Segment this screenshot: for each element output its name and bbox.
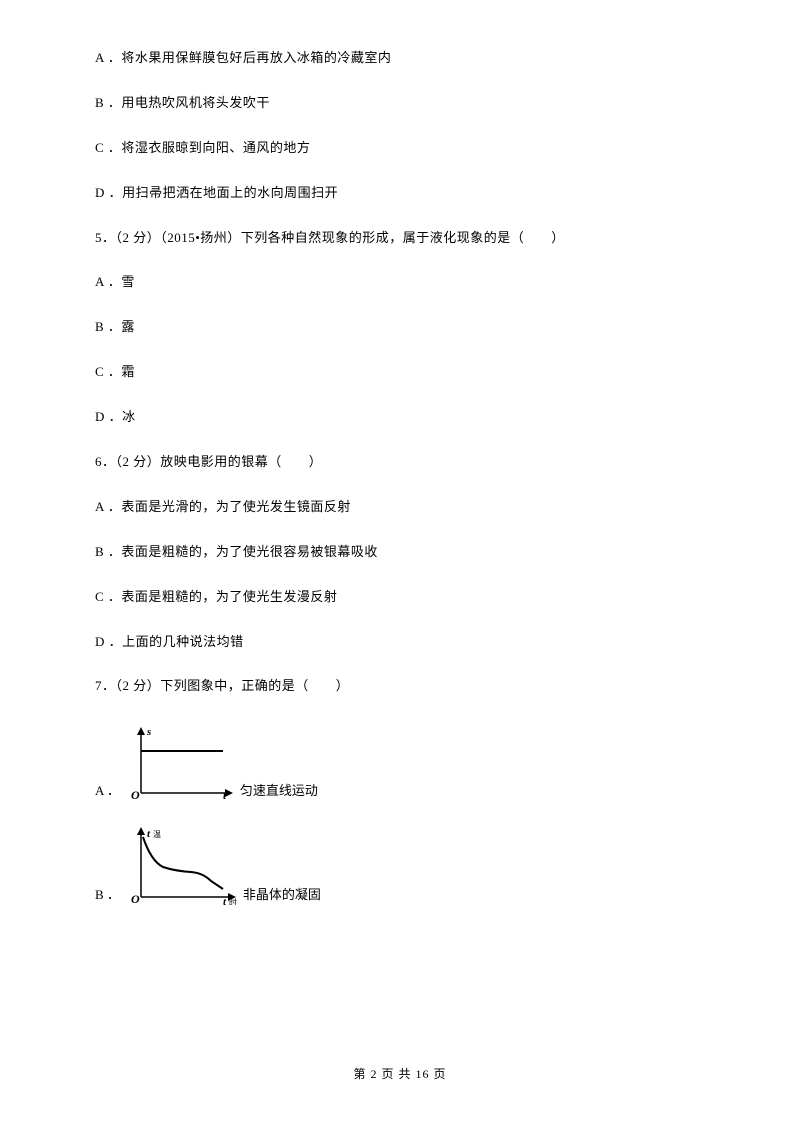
graph-b-origin: O [131,892,140,905]
q6-option-a: A ．表面是光滑的，为了使光发生镜面反射 [95,499,705,516]
q5-option-a: A ．雪 [95,274,705,291]
graph-a-origin: O [131,788,140,801]
q6-option-b: B ．表面是粗糙的，为了使光很容易被银幕吸收 [95,544,705,561]
q5-stem: 5．（2 分）（2015•扬州）下列各种自然现象的形成，属于液化现象的是（ ） [95,230,705,247]
graph-a-ylabel: s [146,726,151,738]
q6-option-c: C ．表面是粗糙的，为了使光生发漫反射 [95,589,705,606]
svg-text:t: t [147,828,151,840]
q7-a-prefix: A ． [95,780,120,801]
svg-text:时: 时 [229,897,237,905]
graph-a: s O t [123,723,238,801]
page-footer: 第 2 页 共 16 页 [0,1065,800,1082]
q7-option-b: B ． t 温 O t 时 非晶体的凝固 [95,823,705,905]
q5-option-c: C ．霜 [95,364,705,381]
q7-b-label: 非晶体的凝固 [243,884,321,905]
q5-option-d: D ．冰 [95,409,705,426]
q6-option-d: D ．上面的几种说法均错 [95,634,705,651]
q4-option-c: C ．将湿衣服晾到向阳、通风的地方 [95,140,705,157]
q4-option-d: D ．用扫帚把洒在地面上的水向周围扫开 [95,185,705,202]
q7-stem: 7．（2 分）下列图象中，正确的是（ ） [95,678,705,695]
graph-b: t 温 O t 时 [123,823,241,905]
q4-option-a: A ．将水果用保鲜膜包好后再放入冰箱的冷藏室内 [95,50,705,67]
q6-stem: 6．（2 分）放映电影用的银幕（ ） [95,454,705,471]
q7-a-label: 匀速直线运动 [240,780,318,801]
q7-option-a: A ． s O t 匀速直线运动 [95,723,705,801]
q7-b-prefix: B ． [95,884,120,905]
q4-option-b: B ．用电热吹风机将头发吹干 [95,95,705,112]
q5-option-b: B ．露 [95,319,705,336]
svg-text:温: 温 [153,830,161,839]
